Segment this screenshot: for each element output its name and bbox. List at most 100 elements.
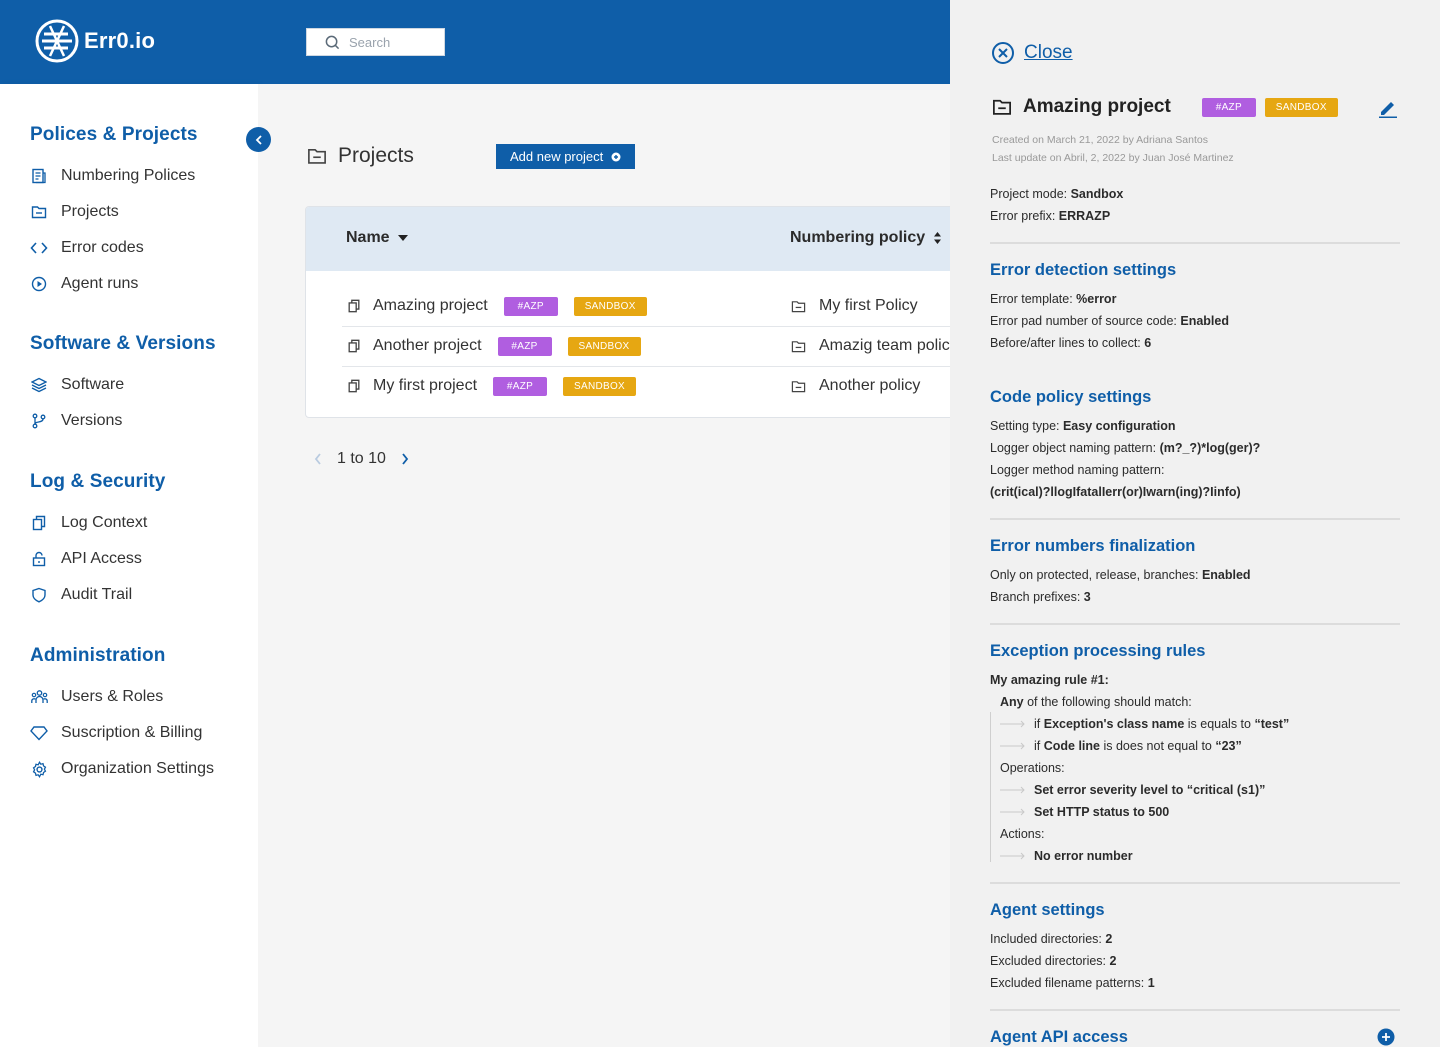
kv-label: Before/after lines to collect:	[990, 336, 1145, 350]
section-title-exceptions: Exception processing rules	[990, 642, 1206, 660]
folder-icon	[791, 340, 806, 352]
kv-value: 2	[1109, 954, 1117, 968]
kv-label: Branch prefixes:	[990, 590, 1084, 604]
sidebar-item-label: Numbering Polices	[61, 167, 196, 184]
kv-value: ERRAZP	[1058, 209, 1111, 223]
rule-name: My amazing rule #1:	[990, 673, 1109, 687]
layers-icon	[30, 376, 48, 394]
sidebar-item-agent-runs[interactable]: Agent runs	[30, 266, 198, 302]
kv-value: 1	[1147, 976, 1155, 990]
diamond-icon	[30, 724, 48, 742]
section-divider	[990, 882, 1400, 884]
kv-value: 2	[1105, 932, 1113, 946]
column-header-numbering-policy[interactable]: Numbering policy	[790, 229, 942, 247]
sidebar-item-log-context[interactable]: Log Context	[30, 505, 165, 541]
search-box[interactable]	[306, 28, 445, 56]
edit-icon[interactable]	[1378, 98, 1398, 118]
add-project-button[interactable]: Add new project	[496, 144, 636, 169]
table-row[interactable]: Amazing project #AZP SANDBOX My first Po…	[306, 286, 950, 326]
panel-header: Amazing project #AZP SANDBOX	[991, 96, 1338, 118]
section-title-error-detection: Error detection settings	[990, 261, 1177, 279]
project-mode-row: Project mode: Sandbox	[990, 187, 1123, 201]
included-directories-row: Included directories: 2	[990, 932, 1112, 946]
kv-value: Sandbox	[1070, 187, 1124, 201]
sidebar-item-projects[interactable]: Projects	[30, 194, 198, 230]
kv-value: Enabled	[1201, 568, 1251, 582]
sidebar-item-label: Organization Settings	[61, 760, 214, 777]
close-button[interactable]: Close	[991, 41, 1073, 65]
users-icon	[30, 688, 48, 706]
add-circle-icon[interactable]	[1377, 1028, 1395, 1046]
column-header-name[interactable]: Name	[346, 229, 408, 247]
project-name: Amazing project	[373, 297, 488, 314]
chevron-right-icon[interactable]	[400, 452, 410, 466]
kv-value: Exception's class name	[1043, 717, 1185, 731]
arrow-right-icon	[1000, 852, 1025, 860]
pagination-label: 1 to 10	[337, 450, 386, 467]
project-name-cell: Another project #AZP SANDBOX	[347, 336, 641, 356]
sidebar-item-label: Projects	[61, 203, 119, 220]
sidebar-item-label: Error codes	[61, 239, 144, 256]
tag-badge: #AZP	[1201, 97, 1256, 117]
kv-value: %error	[1076, 292, 1117, 306]
kv-value: Code line	[1043, 739, 1100, 753]
section-title-code-policy: Code policy settings	[990, 388, 1152, 406]
code-icon	[30, 239, 48, 257]
table-row[interactable]: My first project #AZP SANDBOX Another po…	[306, 366, 950, 406]
sidebar-item-audit-trail[interactable]: Audit Trail	[30, 577, 165, 613]
mode-badge: SANDBOX	[573, 296, 647, 316]
sidebar-item-api-access[interactable]: API Access	[30, 541, 165, 577]
kv-value: (crit(ical)?llogIfatalIerr(or)Iwarn(ing)…	[990, 485, 1241, 499]
sidebar-item-organization-settings[interactable]: Organization Settings	[30, 751, 214, 787]
sidebar-item-label: API Access	[61, 550, 142, 567]
sidebar-item-subscription-billing[interactable]: Suscription & Billing	[30, 715, 214, 751]
arrow-right-icon	[1000, 720, 1025, 728]
error-prefix-row: Error prefix: ERRAZP	[990, 209, 1110, 223]
table-header: Name Numbering policy	[306, 207, 950, 271]
sidebar-collapse-button[interactable]	[246, 127, 271, 152]
chevron-left-icon	[255, 134, 262, 145]
excluded-directories-row: Excluded directories: 2	[990, 954, 1116, 968]
search-icon	[325, 35, 340, 49]
policy-name: Another policy	[819, 377, 921, 394]
object-pattern-row: Logger object naming pattern: (m?_?)*log…	[990, 441, 1260, 455]
sidebar-item-software[interactable]: Software	[30, 367, 216, 403]
protected-branches-row: Only on protected, release, branches: En…	[990, 568, 1251, 582]
sidebar-item-label: Software	[61, 376, 125, 393]
kv-value: “test”	[1254, 717, 1290, 731]
search-input[interactable]	[349, 34, 439, 50]
folder-icon	[30, 203, 48, 221]
section-title-finalization: Error numbers finalization	[990, 537, 1196, 555]
match-condition: Any of the following should match:	[1000, 695, 1192, 709]
operation-row: Set error severity level to “critical (s…	[1034, 783, 1265, 797]
actions-label: Actions:	[1000, 827, 1045, 841]
condition-row: if Code line is does not equal to “23”	[1034, 739, 1242, 753]
sidebar-item-versions[interactable]: Versions	[30, 403, 216, 439]
column-header-label: Name	[346, 229, 390, 246]
kv-label: Included directories:	[990, 932, 1106, 946]
logo[interactable]: Err0.io	[34, 18, 155, 64]
sort-icon	[934, 232, 942, 244]
sidebar-item-numbering-polices[interactable]: Numbering Polices	[30, 158, 198, 194]
kv-label: Excluded directories:	[990, 954, 1110, 968]
kv-label: Project mode:	[990, 187, 1071, 201]
operations-label: Operations:	[1000, 761, 1065, 775]
shield-icon	[30, 586, 48, 604]
tag-badge: #AZP	[493, 376, 548, 396]
chevron-left-icon[interactable]	[313, 452, 323, 466]
nav-section-log-security: Log & Security Log Context API Access Au…	[30, 471, 165, 613]
copy-icon	[348, 339, 360, 353]
kv-value: Set error severity level to “critical (s…	[1034, 783, 1266, 797]
nav-section-title: Polices & Projects	[30, 124, 198, 145]
table-row[interactable]: Another project #AZP SANDBOX Amazig team…	[306, 326, 950, 366]
tag-badge: #AZP	[497, 336, 552, 356]
setting-type-row: Setting type: Easy configuration	[990, 419, 1176, 433]
section-divider	[990, 242, 1400, 244]
add-project-button-label: Add new project	[510, 149, 604, 164]
kv-value: No error number	[1034, 849, 1133, 863]
policy-cell: My first Policy	[791, 297, 918, 315]
kv-value: (m?_?)*log(ger)?	[1159, 441, 1261, 455]
kv-label: if	[1034, 717, 1044, 731]
sidebar-item-error-codes[interactable]: Error codes	[30, 230, 198, 266]
sidebar-item-users-roles[interactable]: Users & Roles	[30, 679, 214, 715]
